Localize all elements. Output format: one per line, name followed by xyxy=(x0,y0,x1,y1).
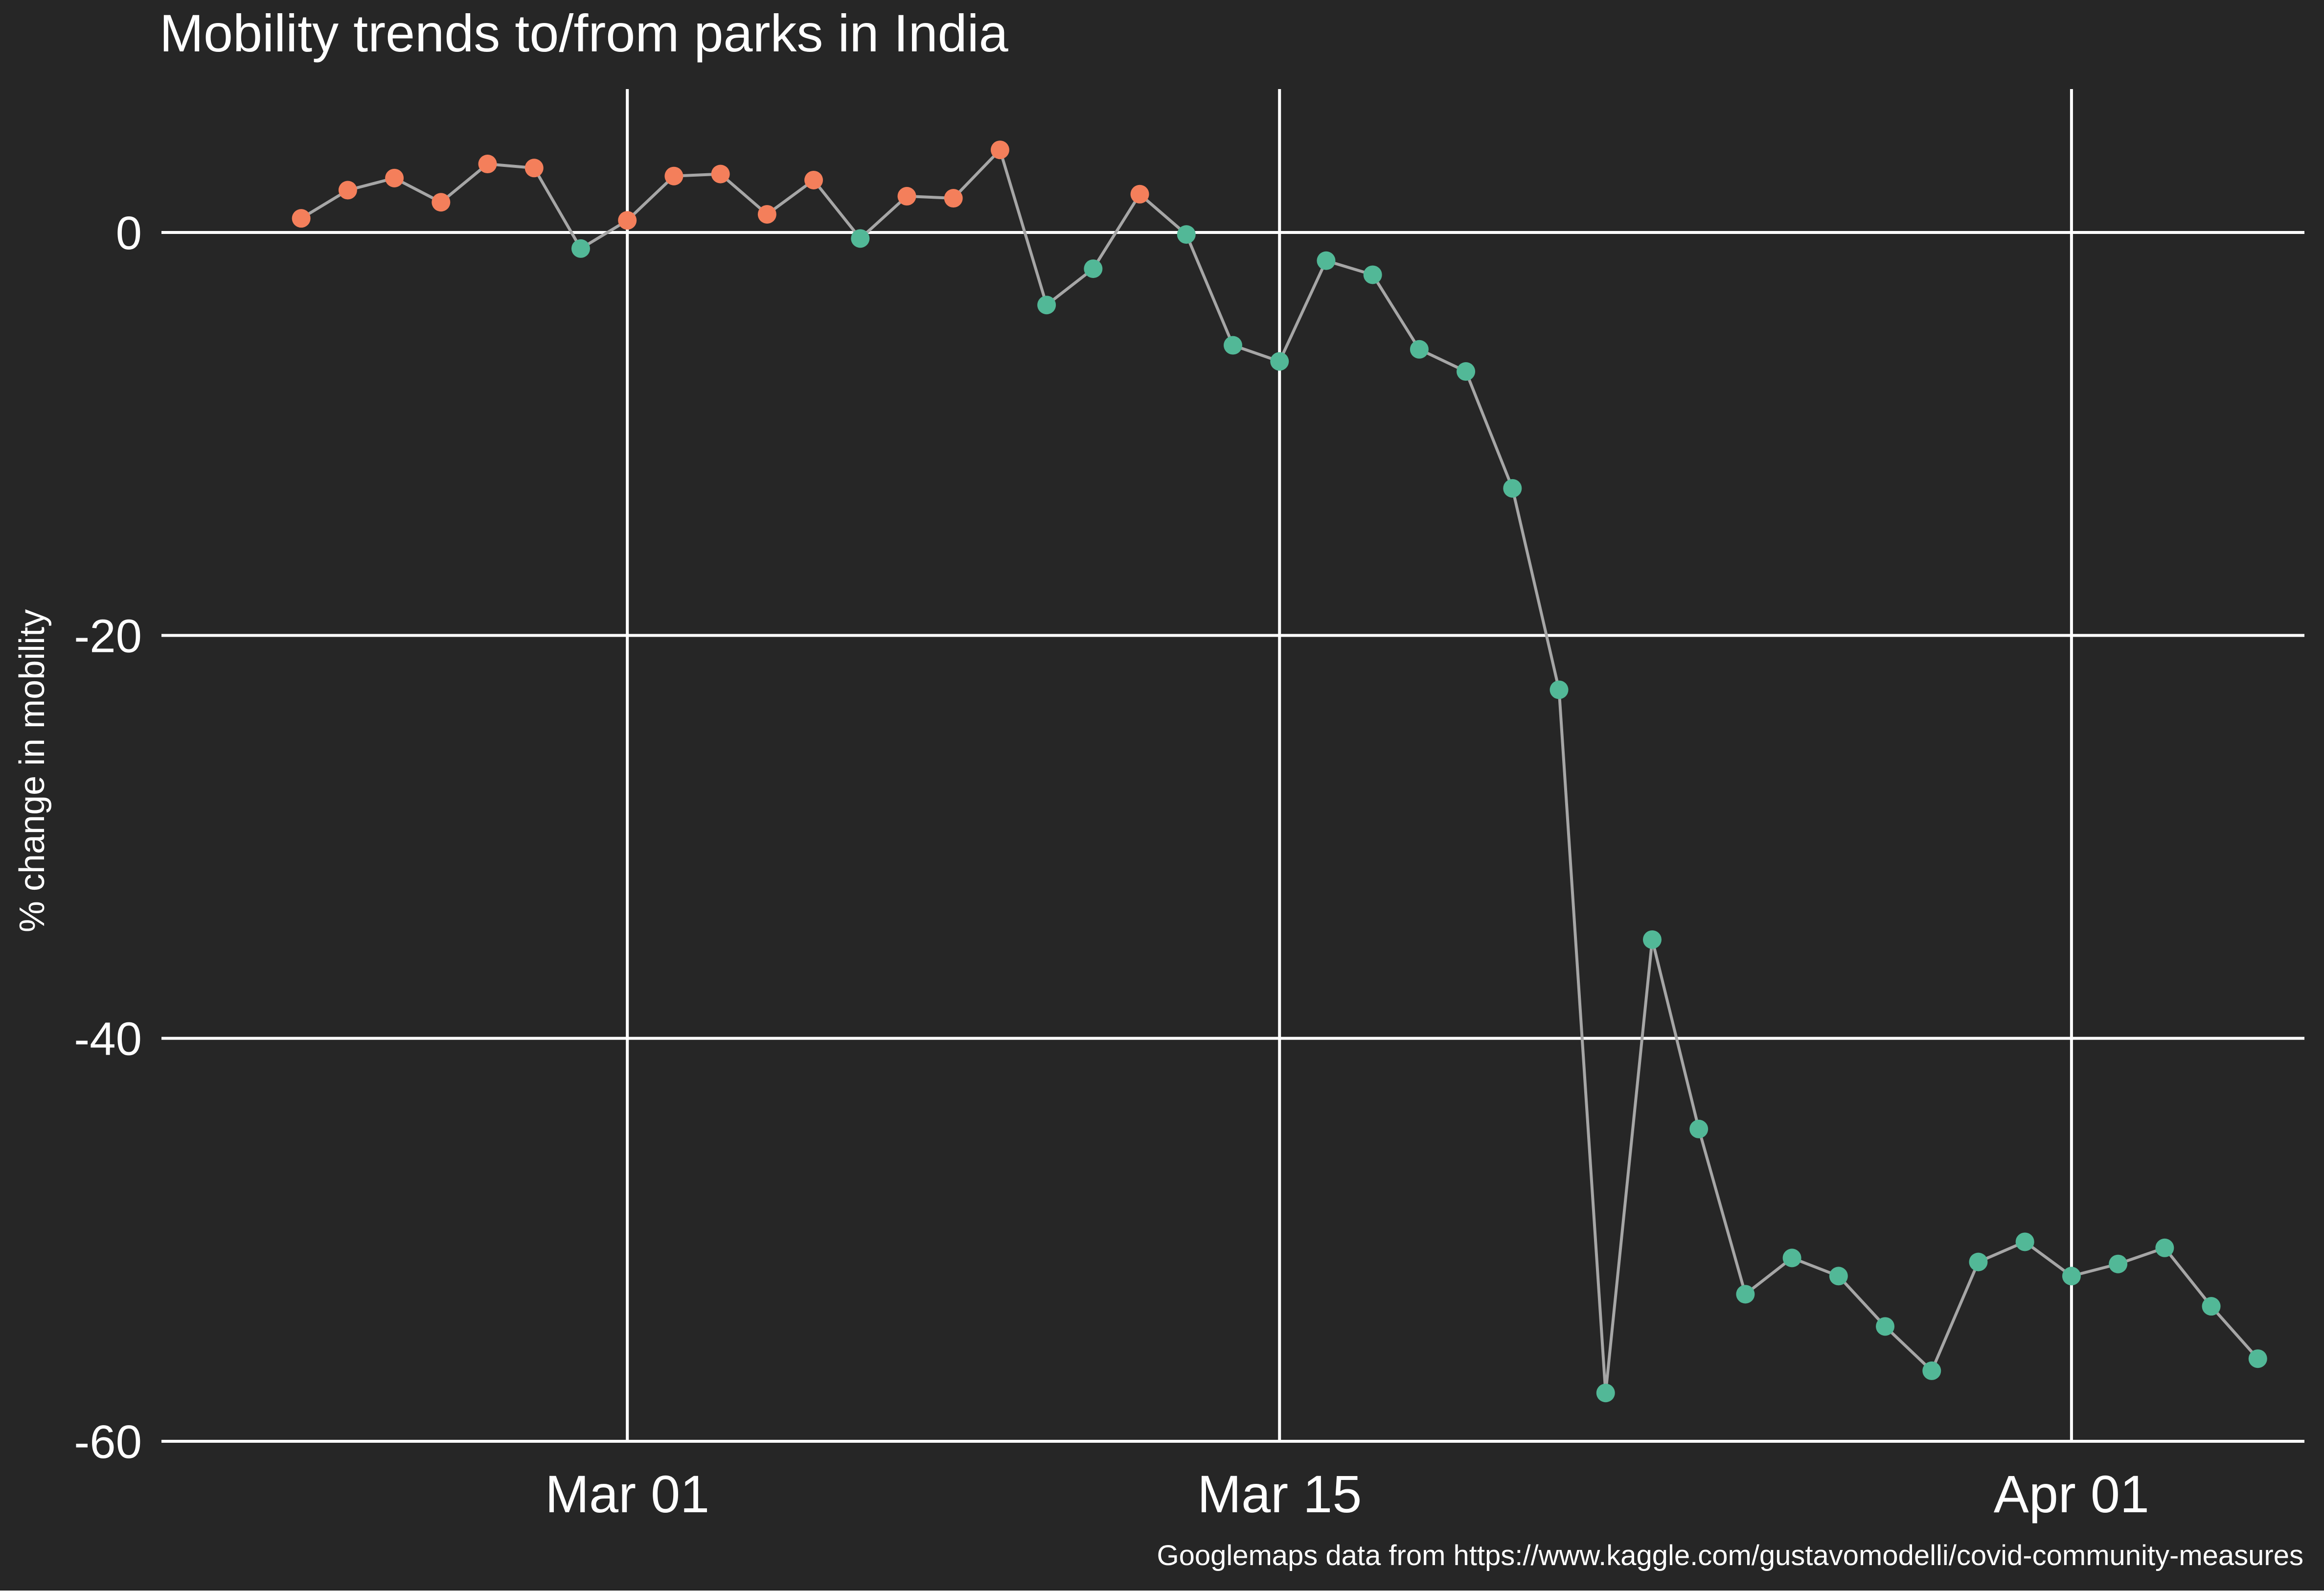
data-point-negative xyxy=(1084,259,1103,278)
data-source-caption: Googlemaps data from https://www.kaggle.… xyxy=(1157,1540,2303,1571)
data-points xyxy=(292,140,2267,1403)
data-point-positive xyxy=(664,166,684,185)
data-point-negative xyxy=(1596,1384,1615,1403)
data-point-negative xyxy=(1736,1285,1755,1304)
y-tick-label: -40 xyxy=(74,1013,142,1065)
y-tick-label: -60 xyxy=(74,1416,142,1468)
data-point-positive xyxy=(1130,185,1149,204)
data-point-negative xyxy=(1829,1267,1848,1286)
data-point-negative xyxy=(2109,1254,2128,1273)
data-point-negative xyxy=(1363,265,1382,284)
data-point-negative xyxy=(2248,1349,2267,1368)
data-point-negative xyxy=(851,229,870,248)
data-point-negative xyxy=(1969,1252,1988,1271)
data-point-negative xyxy=(1177,225,1196,244)
y-axis-ticks: 0 -20 -40 -60 xyxy=(74,207,142,1468)
data-point-negative xyxy=(1782,1248,1801,1268)
data-point-positive xyxy=(990,140,1009,160)
data-point-negative xyxy=(1922,1361,1941,1380)
x-tick-label: Mar 01 xyxy=(545,1464,709,1524)
data-point-positive xyxy=(757,205,776,224)
data-point-negative xyxy=(1689,1119,1709,1138)
data-point-negative xyxy=(1642,930,1662,949)
data-point-negative xyxy=(2202,1297,2221,1316)
y-tick-label: -20 xyxy=(74,610,142,662)
data-point-positive xyxy=(711,164,730,184)
data-point-negative xyxy=(1549,680,1569,699)
data-point-positive xyxy=(618,211,637,230)
data-point-negative xyxy=(1410,340,1429,359)
data-point-negative xyxy=(1876,1317,1895,1336)
data-point-negative xyxy=(1224,336,1242,355)
data-point-negative xyxy=(571,239,590,258)
y-axis-label: % change in mobility xyxy=(13,609,52,932)
data-point-negative xyxy=(2155,1238,2174,1257)
data-point-positive xyxy=(385,168,404,187)
x-tick-label: Apr 01 xyxy=(1994,1464,2149,1524)
data-point-negative xyxy=(2062,1267,2081,1286)
data-point-positive xyxy=(524,159,544,178)
data-point-positive xyxy=(432,193,451,212)
x-axis-ticks: Mar 01 Mar 15 Apr 01 xyxy=(545,1464,2149,1524)
data-point-negative xyxy=(1503,479,1522,498)
data-point-negative xyxy=(1457,362,1476,381)
data-point-positive xyxy=(478,155,497,174)
chart-title: Mobility trends to/from parks in India xyxy=(159,3,1009,63)
data-point-positive xyxy=(292,209,311,228)
data-point-positive xyxy=(897,186,916,206)
data-point-positive xyxy=(338,181,357,200)
y-tick-label: 0 xyxy=(116,207,142,259)
data-point-negative xyxy=(1270,352,1289,371)
x-tick-label: Mar 15 xyxy=(1197,1464,1362,1524)
data-point-negative xyxy=(1037,296,1056,315)
data-point-positive xyxy=(944,189,963,208)
data-point-positive xyxy=(804,170,823,189)
gridlines xyxy=(161,89,2304,1443)
data-point-negative xyxy=(2015,1232,2034,1251)
data-point-negative xyxy=(1317,251,1336,270)
